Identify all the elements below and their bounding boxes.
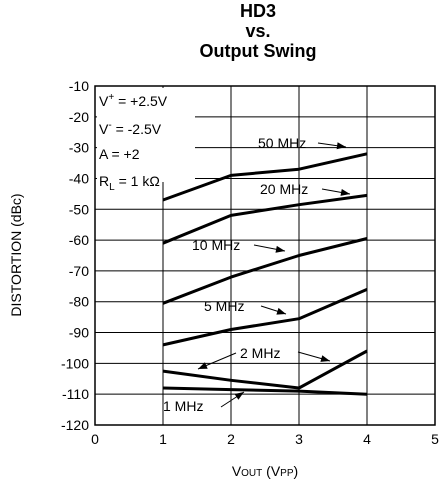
x-tick-label-2: 2 — [227, 431, 235, 447]
condition-vplus: V+ = +2.5V — [99, 92, 168, 109]
series-line-2mhz — [162, 349, 368, 390]
x-tick-label-1: 1 — [159, 431, 167, 447]
x-axis-label: VOUT (VPP) — [232, 463, 298, 479]
callout-1mhz-arrowhead — [234, 392, 244, 400]
y-tick-label-80: -80 — [69, 294, 89, 310]
chart-title-line-2: vs. — [245, 21, 270, 41]
plot-frame — [94, 85, 436, 426]
x-tick-label-5: 5 — [431, 431, 439, 447]
y-tick-label-20: -20 — [69, 109, 89, 125]
x-tick-label-0: 0 — [91, 431, 99, 447]
series-label-5mhz: 5 MHz — [204, 298, 244, 314]
y-tick-label-50: -50 — [69, 201, 89, 217]
y-tick-label-10: -10 — [69, 78, 89, 94]
callout-50mhz-arrowhead — [336, 142, 346, 150]
callout-20mhz-arrowhead — [340, 189, 350, 196]
condition-vminus: V- = -2.5V — [99, 120, 162, 137]
x-tick-label-3: 3 — [295, 431, 303, 447]
y-tick-label-30: -30 — [69, 140, 89, 156]
callout-5mhz-arrowhead — [276, 307, 286, 315]
callout-2mhz-right-arrowhead — [320, 355, 330, 362]
series-line-5mhz — [162, 288, 368, 347]
y-tick-label-60: -60 — [69, 232, 89, 248]
y-tick-label-110: -110 — [62, 386, 89, 402]
series-label-20mhz: 20 MHz — [260, 181, 308, 197]
series-label-50mhz: 50 MHz — [258, 135, 306, 151]
condition-gain: A = +2 — [99, 146, 140, 162]
y-tick-label-40: -40 — [69, 170, 89, 186]
chart-title-line-3: Output Swing — [200, 41, 317, 61]
conditions-background — [97, 88, 195, 182]
series-line-1mhz — [162, 386, 368, 396]
series-label-2mhz: 2 MHz — [240, 345, 280, 361]
callouts — [197, 142, 351, 408]
y-tick-label-100: -100 — [61, 355, 89, 371]
chart-title-line-1: HD3 — [240, 1, 276, 21]
series-lines — [162, 152, 368, 396]
callout-2mhz-left-arrowhead — [198, 362, 208, 369]
series-line-20mhz — [162, 193, 368, 245]
series-label-1mhz: 1 MHz — [163, 398, 203, 414]
y-tick-label-120: -120 — [61, 417, 89, 433]
test-conditions: V+ = +2.5V V- = -2.5V A = +2 RL = 1 kΩ — [97, 88, 195, 193]
y-tick-label-70: -70 — [69, 263, 89, 279]
series-line-10mhz — [162, 237, 368, 305]
condition-rl: RL = 1 kΩ — [99, 173, 160, 193]
callout-10mhz-arrowhead — [275, 245, 285, 253]
series-line-50mhz — [162, 152, 368, 202]
ticks: 0 1 2 3 4 5 -10 -20 -30 -40 -50 -60 -70 -80 -90 -100 -11… — [61, 78, 439, 447]
x-tick-label-4: 4 — [363, 431, 371, 447]
series-label-10mhz: 10 MHz — [192, 237, 240, 253]
y-axis-label: DISTORTION (dBc) — [8, 193, 24, 316]
plot-border — [94, 85, 436, 426]
y-tick-label-90: -90 — [69, 325, 89, 341]
